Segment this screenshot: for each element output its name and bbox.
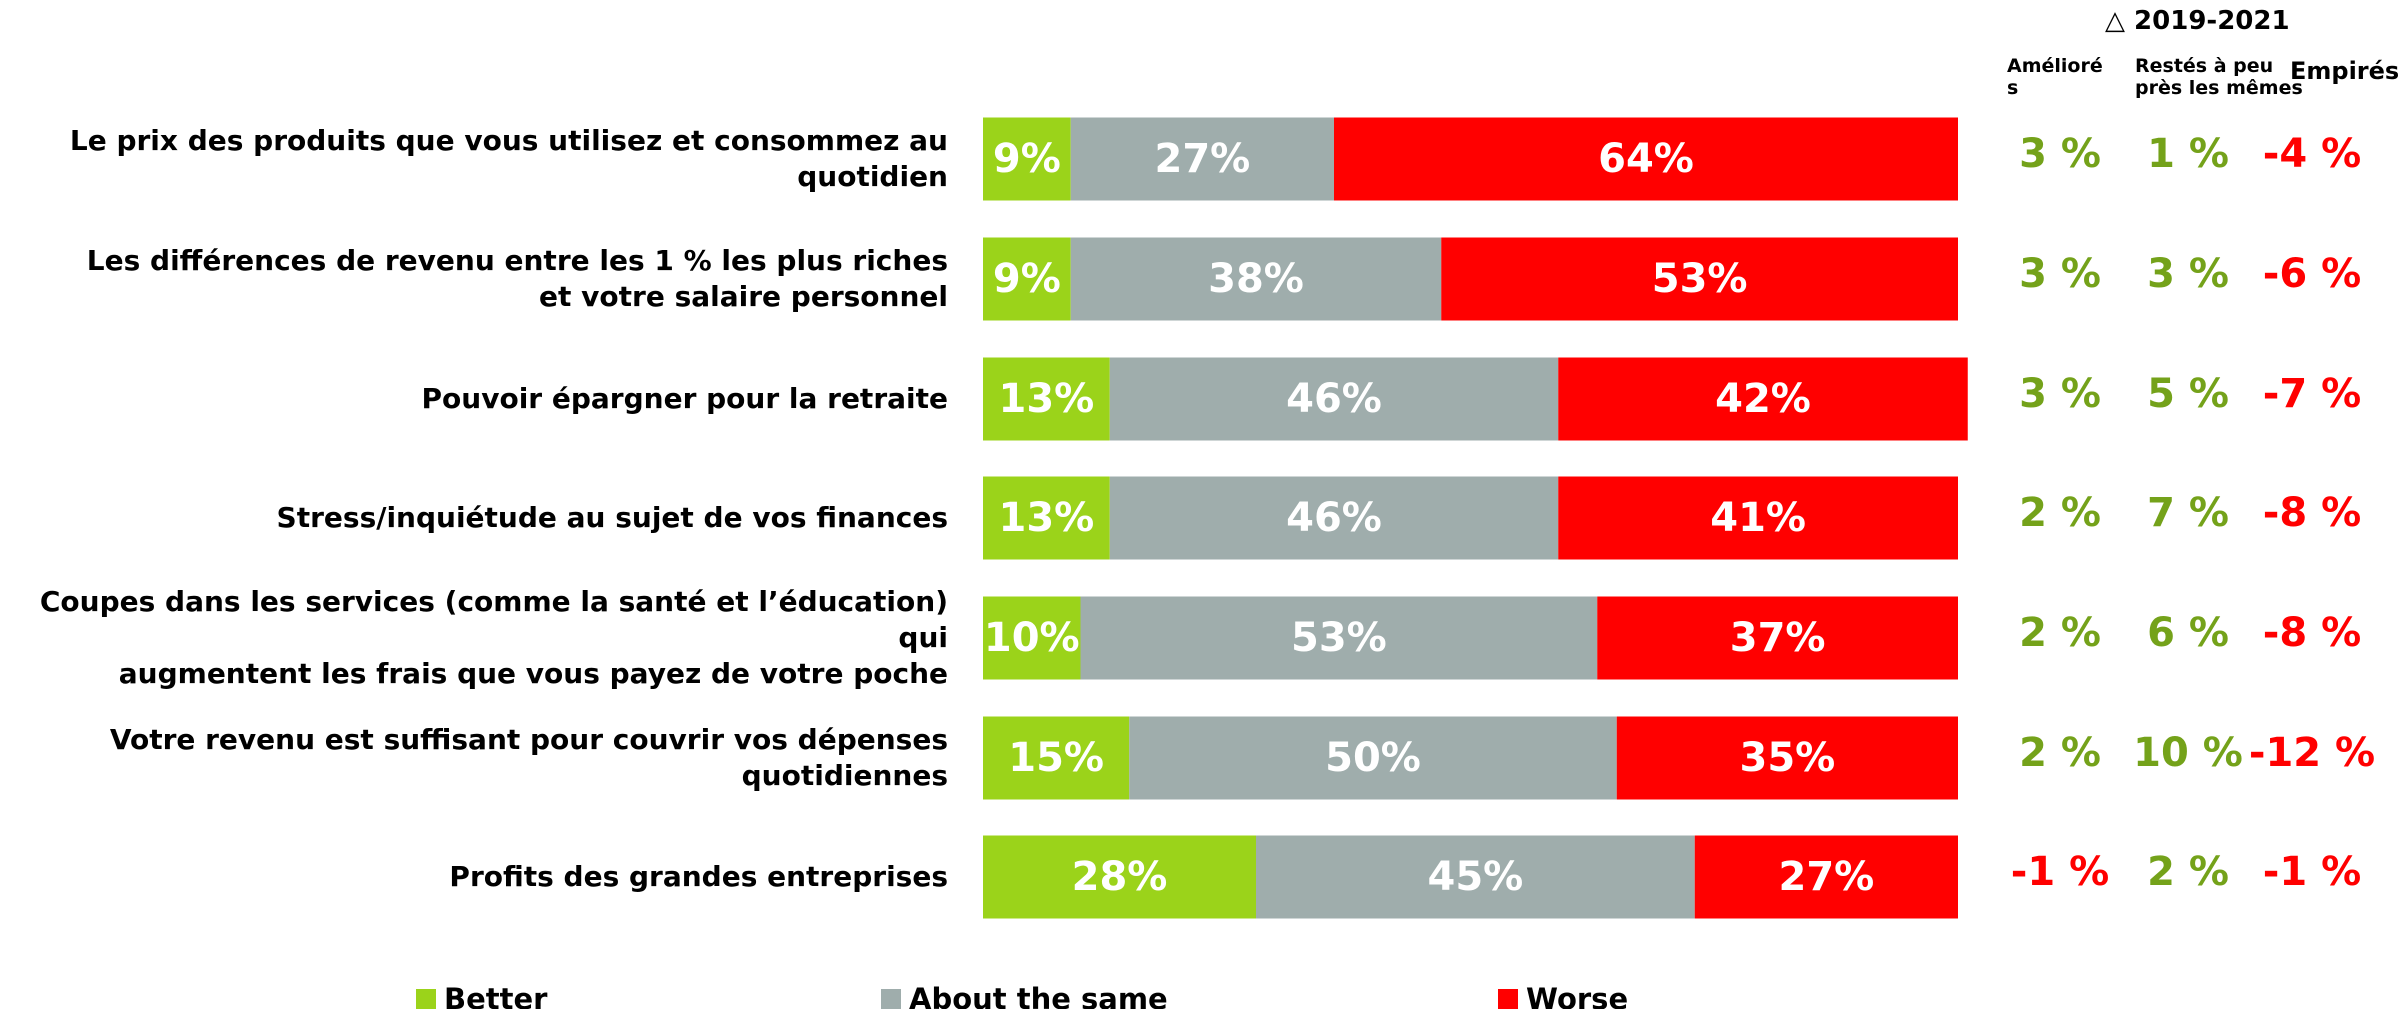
data-label: 9% [993, 256, 1061, 302]
data-label: 15% [1008, 735, 1104, 781]
table-cell: -4 % [2262, 131, 2362, 177]
data-label: 46% [1286, 376, 1382, 422]
category-label: Stress/inquiétude au sujet de vos financ… [276, 501, 948, 534]
table-cell: 6 % [2147, 610, 2229, 656]
data-label: 13% [999, 495, 1095, 541]
legend-label: Worse [1526, 982, 1629, 1009]
data-label: 10% [984, 615, 1080, 661]
bar-segment [1109, 476, 1559, 560]
table-cell: 1 % [2147, 131, 2229, 177]
data-label: 35% [1740, 735, 1836, 781]
data-label: 50% [1325, 735, 1421, 781]
table-cell: -1 % [2262, 849, 2362, 895]
table-cell: -12 % [2248, 730, 2376, 776]
bar-segment [1441, 237, 1958, 321]
data-label: 53% [1291, 615, 1387, 661]
data-label: 38% [1208, 256, 1304, 302]
bar-segment [1597, 596, 1958, 680]
bar-segment [983, 117, 1071, 201]
table-cell: 2 % [2019, 730, 2101, 776]
category-label: Profits des grandes entreprises [449, 860, 948, 893]
legend-item: Better [416, 983, 547, 1009]
table-cell: 2 % [2147, 849, 2229, 895]
table-cell: 3 % [2019, 371, 2101, 417]
data-label: 13% [999, 376, 1095, 422]
bar-segment [983, 835, 1256, 919]
data-label: 45% [1428, 854, 1524, 900]
legend-swatch [1498, 989, 1518, 1009]
bar-segment [1558, 357, 1968, 441]
bar-segment [1256, 835, 1695, 919]
legend-item: About the same [881, 983, 1168, 1009]
bar-segment [1694, 835, 1958, 919]
data-label: 27% [1779, 854, 1875, 900]
bar-segment [983, 237, 1071, 321]
bar-segment [1070, 117, 1334, 201]
bar-segment [983, 716, 1130, 800]
table-column-header: Empirés [2290, 57, 2400, 85]
data-label: 37% [1730, 615, 1826, 661]
category-label: Coupes dans les services (comme la santé… [39, 585, 948, 690]
category-label: Pouvoir épargner pour la retraite [421, 382, 948, 415]
table-title: △ 2019-2021 [2105, 6, 2290, 36]
bar-segment [983, 357, 1110, 441]
table-cell: 3 % [2019, 131, 2101, 177]
table-cell: -7 % [2262, 371, 2362, 417]
table-cell: -1 % [2010, 849, 2110, 895]
bar-segment [1070, 237, 1442, 321]
table-cell: -8 % [2262, 610, 2362, 656]
bar-segment [983, 596, 1081, 680]
bar-segment [1334, 117, 1958, 201]
table-cell: 5 % [2147, 371, 2229, 417]
legend-swatch [416, 989, 436, 1009]
table-cell: 3 % [2019, 251, 2101, 297]
table-cell: 2 % [2019, 610, 2101, 656]
table-cell: 7 % [2147, 490, 2229, 536]
legend-label: About the same [909, 982, 1168, 1009]
bar-segment [1080, 596, 1598, 680]
category-label: Votre revenu est suffisant pour couvrir … [109, 723, 948, 792]
bar-segment [1616, 716, 1958, 800]
bar-segment [983, 476, 1110, 560]
data-label: 42% [1715, 376, 1811, 422]
bar-segment [1109, 357, 1559, 441]
data-label: 53% [1652, 256, 1748, 302]
table-cell: 10 % [2133, 730, 2243, 776]
bar-segment [1558, 476, 1958, 560]
table-cell: -6 % [2262, 251, 2362, 297]
data-label: 41% [1710, 495, 1806, 541]
data-label: 27% [1155, 136, 1251, 182]
data-label: 64% [1598, 136, 1694, 182]
data-label: 46% [1286, 495, 1382, 541]
bar-segment [1129, 716, 1617, 800]
data-label: 28% [1072, 854, 1168, 900]
table-cell: -8 % [2262, 490, 2362, 536]
category-label: Les différences de revenu entre les 1 % … [86, 244, 948, 313]
legend-swatch [881, 989, 901, 1009]
data-label: 9% [993, 136, 1061, 182]
category-label: Le prix des produits que vous utilisez e… [69, 124, 948, 193]
table-cell: 2 % [2019, 490, 2101, 536]
legend-label: Better [444, 982, 548, 1009]
table-column-header: Restés à peu près les mêmes [2135, 55, 2303, 99]
table-cell: 3 % [2147, 251, 2229, 297]
legend-item: Worse [1498, 983, 1628, 1009]
table-column-header: Amélioré s [2007, 55, 2103, 99]
